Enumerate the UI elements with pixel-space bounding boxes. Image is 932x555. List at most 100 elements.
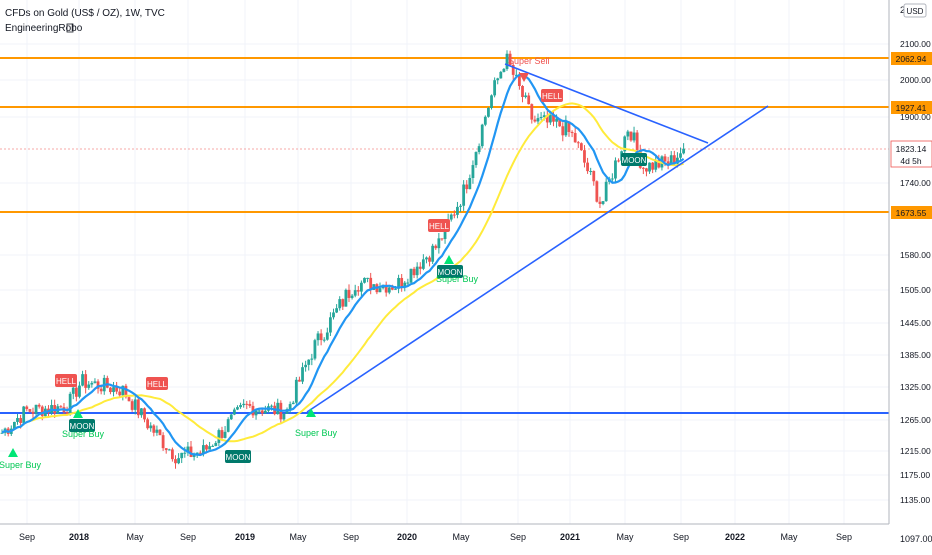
time-tick-label: Sep xyxy=(510,532,526,542)
candle xyxy=(471,160,475,184)
candle-body xyxy=(121,385,125,396)
candle-body xyxy=(161,435,165,449)
hell-label: HELL xyxy=(147,380,168,389)
currency-badge[interactable] xyxy=(903,3,927,18)
candle xyxy=(316,331,320,346)
candle-body xyxy=(682,148,686,154)
candle xyxy=(167,448,171,451)
candle-body xyxy=(598,201,602,204)
price-tag-high: 2062.94 xyxy=(891,52,932,65)
candle-body xyxy=(136,399,140,416)
candle-body xyxy=(592,170,596,182)
candle-body xyxy=(189,446,193,457)
candle xyxy=(561,122,565,142)
hell-badge: HELL xyxy=(428,219,450,232)
candle-body xyxy=(465,184,469,190)
candle-body xyxy=(208,446,211,450)
candle xyxy=(282,413,286,422)
candle xyxy=(592,170,596,186)
time-axis[interactable]: Sep 2018 May Sep 2019 May Sep 2020 May Sep 2021 May… xyxy=(0,523,889,542)
candle-body xyxy=(459,205,462,207)
moon-label: MOON xyxy=(438,268,463,277)
candle xyxy=(171,447,174,462)
slow-moving-average[interactable] xyxy=(1,102,684,443)
fast-moving-average[interactable] xyxy=(1,73,685,457)
price-tick-label: 1505.00 xyxy=(900,285,931,295)
candle xyxy=(180,452,184,464)
candle xyxy=(400,274,404,292)
candle-body xyxy=(359,282,363,292)
candle xyxy=(177,453,181,465)
candle-body xyxy=(310,358,314,360)
candle-body xyxy=(366,277,369,279)
candle xyxy=(595,180,599,203)
candle xyxy=(527,92,531,105)
ascending-trendline[interactable] xyxy=(306,105,769,413)
candle xyxy=(499,70,503,79)
candle-body xyxy=(397,277,400,289)
candle xyxy=(319,329,323,346)
moon-badge: MOON xyxy=(69,419,95,432)
candle xyxy=(257,409,261,415)
candle-body xyxy=(158,429,162,436)
price-axis[interactable]: 2... USD 2100.002000.001900.001740.00158… xyxy=(888,0,932,550)
descending-trendline[interactable] xyxy=(504,63,709,144)
candle-body xyxy=(669,155,673,165)
candle-body xyxy=(87,384,91,388)
candle xyxy=(59,405,63,408)
candle xyxy=(567,121,571,137)
candle-body xyxy=(270,405,273,407)
candle-body xyxy=(514,74,518,76)
candle xyxy=(431,243,435,264)
candle xyxy=(474,151,478,168)
candle-body xyxy=(564,121,568,136)
candle-body xyxy=(254,410,258,416)
time-tick-label: 2019 xyxy=(235,532,255,542)
candle xyxy=(412,266,416,279)
candle-body xyxy=(186,446,190,453)
candle-body xyxy=(434,245,438,249)
indicator-settings-icon[interactable] xyxy=(66,23,74,33)
signals: Super Sell HELL HELL HELL HELL MOON MOON xyxy=(0,56,647,470)
time-tick-label: Sep xyxy=(19,532,35,542)
candle xyxy=(356,286,360,296)
candle-body xyxy=(490,95,493,109)
candle-body xyxy=(641,167,645,169)
super-buy-marker xyxy=(306,408,316,417)
candles xyxy=(0,50,686,469)
candle xyxy=(359,280,363,298)
candle-body xyxy=(363,277,366,283)
candle xyxy=(37,403,41,409)
candle xyxy=(632,126,636,143)
currency-label: USD xyxy=(907,7,924,16)
candle xyxy=(174,455,177,469)
candle xyxy=(105,375,109,389)
candle xyxy=(127,395,131,402)
price-tag-mid: 1927.41 xyxy=(891,101,932,114)
symbol-title[interactable]: CFDs on Gold (US$ / OZ), 1W, TVC xyxy=(5,8,165,19)
time-tick-label: May xyxy=(616,532,634,542)
candle xyxy=(242,399,246,408)
candle xyxy=(425,256,428,264)
candle-body xyxy=(558,118,562,127)
time-tick-label: Sep xyxy=(673,532,689,542)
candle xyxy=(90,380,94,388)
candle xyxy=(183,446,187,458)
candle-body xyxy=(524,95,528,98)
candle-body xyxy=(16,418,19,422)
candle-body xyxy=(260,410,264,414)
candle xyxy=(115,381,119,395)
candle-body xyxy=(0,432,4,434)
hell-label: HELL xyxy=(56,377,77,386)
candle xyxy=(294,376,298,406)
candle xyxy=(288,401,292,414)
candle xyxy=(496,77,500,85)
indicator-name[interactable]: EngineeringRobo xyxy=(5,23,83,34)
hell-badge: HELL xyxy=(541,89,563,102)
candle xyxy=(570,130,574,138)
price-tick-label: 1215.00 xyxy=(900,446,931,456)
candle xyxy=(50,399,53,415)
candle-body xyxy=(242,403,246,406)
candle-body xyxy=(576,142,580,144)
